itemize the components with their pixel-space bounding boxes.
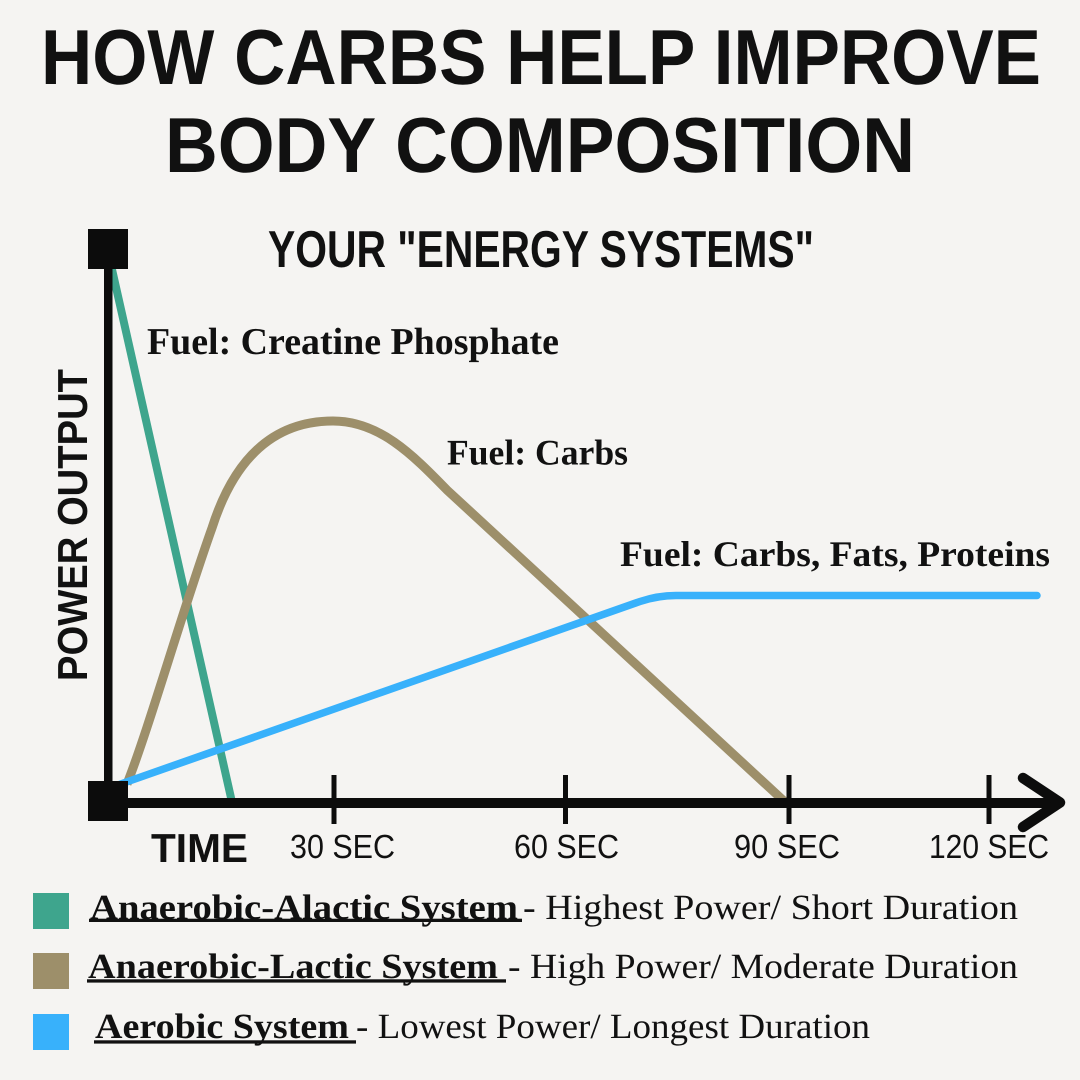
svg-text:BODY COMPOSITION: BODY COMPOSITION [165,101,915,189]
svg-text:POWER OUTPUT: POWER OUTPUT [49,369,96,681]
svg-text:60 SEC: 60 SEC [514,829,619,866]
svg-text:Anaerobic-Alactic System- High: Anaerobic-Alactic System - Highest Power/… [90,887,1018,927]
svg-text:HOW CARBS HELP IMPROVE: HOW CARBS HELP IMPROVE [41,13,1041,101]
svg-text:Aerobic System- Lowest Power/: Aerobic System - Lowest Power/ Longest Du… [95,1006,870,1046]
svg-text:Fuel: Creatine Phosphate: Fuel: Creatine Phosphate [147,321,559,363]
svg-text:YOUR "ENERGY SYSTEMS": YOUR "ENERGY SYSTEMS" [268,221,814,279]
svg-text:120 SEC: 120 SEC [929,829,1049,866]
svg-text:90 SEC: 90 SEC [734,829,840,866]
svg-text:Fuel: Carbs, Fats, Proteins: Fuel: Carbs, Fats, Proteins [620,534,1050,574]
svg-text:TIME: TIME [151,825,248,871]
svg-text:Fuel: Carbs: Fuel: Carbs [447,433,628,473]
svg-text:30 SEC: 30 SEC [290,829,395,866]
